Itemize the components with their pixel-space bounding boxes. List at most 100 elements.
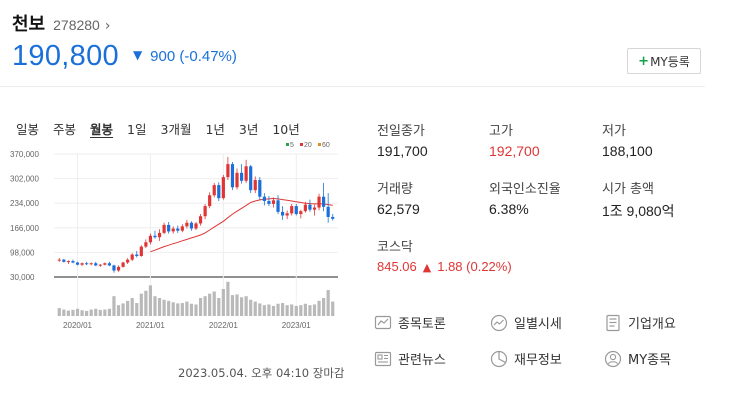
candle — [308, 204, 312, 210]
candle — [249, 166, 253, 191]
link-label: MY종목 — [628, 353, 672, 368]
volume-bar — [317, 300, 321, 316]
volume-bar — [253, 301, 257, 316]
stock-name: 천보 — [12, 14, 46, 35]
candle — [203, 206, 207, 217]
volume-bar — [258, 303, 262, 316]
legend-swatch — [286, 143, 289, 146]
link-discussion[interactable]: 종목토론 — [374, 313, 446, 332]
candle — [326, 206, 330, 217]
volume-bar — [212, 291, 216, 316]
y-tick-label: 302,000 — [10, 175, 39, 184]
document-icon — [606, 314, 620, 331]
candle — [180, 226, 184, 231]
link-label: 종목토론 — [398, 317, 446, 332]
volume-bar — [226, 281, 230, 316]
chart-bubble-icon — [374, 315, 392, 329]
volume-bar — [185, 301, 189, 316]
candle — [262, 196, 266, 202]
newspaper-icon — [374, 351, 392, 366]
tab-daily-candle[interactable]: 일봉 — [16, 122, 40, 137]
volume-bar — [322, 298, 326, 316]
volume-bar — [249, 299, 253, 316]
volume-bar — [203, 296, 207, 316]
candle — [299, 211, 303, 215]
candle — [112, 265, 116, 271]
volume-bar — [230, 295, 235, 316]
stat-value: 1조 9,080억 — [602, 203, 675, 219]
candle — [162, 224, 166, 233]
stat-value: 191,700 — [377, 143, 428, 159]
my-register-label: MY등록 — [650, 54, 690, 69]
stat-prev-close: 전일종가 191,700 — [377, 120, 428, 159]
volume-bar — [103, 309, 107, 316]
candle — [153, 235, 157, 238]
volume-bar — [189, 303, 194, 316]
candle — [94, 263, 98, 266]
chevron-right-icon: › — [104, 18, 111, 34]
kosdaq-change: 1.88 (0.22%) — [437, 259, 512, 274]
volume-bar — [66, 310, 70, 316]
candle — [139, 246, 143, 257]
candle — [194, 223, 198, 229]
down-triangle-icon: ▼ — [132, 48, 143, 62]
volume-bar — [271, 305, 276, 316]
volume-bar — [135, 303, 139, 316]
candle — [189, 222, 194, 229]
y-tick-label: 166,000 — [10, 224, 39, 233]
plus-icon: + — [638, 53, 650, 69]
tab-10year[interactable]: 10년 — [272, 122, 300, 137]
tab-monthly-candle[interactable]: 월봉 — [90, 122, 114, 137]
tab-1day[interactable]: 1일 — [127, 122, 147, 137]
volume-bar — [239, 297, 244, 316]
volume-bar — [116, 305, 121, 316]
tab-3year[interactable]: 3년 — [238, 122, 259, 137]
candle — [89, 263, 93, 265]
candle — [66, 261, 70, 263]
x-tick-label: 2022/01 — [209, 321, 238, 330]
link-financial-info[interactable]: 재무정보 — [490, 349, 562, 368]
stat-value: 62,579 — [377, 201, 420, 217]
candle — [267, 201, 271, 204]
stat-label: 외국인소진율 — [489, 182, 561, 197]
trend-circle-icon — [490, 314, 508, 331]
candle — [57, 259, 61, 261]
stat-kosdaq: 코스닥 845.06 ▲ 1.88 (0.22%) — [377, 236, 512, 274]
period-tabs: 일봉 주봉 월봉 1일 3개월 1년 3년 10년 — [16, 119, 314, 138]
candle — [171, 228, 175, 232]
candle — [185, 222, 189, 227]
my-register-button[interactable]: + MY등록 — [627, 48, 701, 74]
candle — [276, 200, 280, 212]
stat-label: 전일종가 — [377, 124, 425, 139]
stat-value: 192,700 — [489, 143, 540, 159]
market-timestamp: 2023.05.04. 오후 04:10 장마감 — [178, 366, 345, 380]
tab-1year[interactable]: 1년 — [205, 122, 225, 137]
volume-bar — [107, 308, 112, 316]
volume-bar — [57, 308, 61, 316]
legend-label: 20 — [304, 142, 312, 149]
candle — [280, 211, 285, 216]
stat-market-cap: 시가 총액 1조 9,080억 — [602, 178, 674, 221]
link-daily-price[interactable]: 일별시세 — [490, 313, 562, 332]
stat-value: 188,100 — [602, 143, 653, 159]
tab-weekly-candle[interactable]: 주봉 — [53, 122, 77, 137]
y-tick-label: 30,000 — [10, 273, 35, 282]
x-tick-label: 2023/01 — [282, 321, 311, 330]
y-tick-label: 98,000 — [10, 248, 35, 257]
link-company-overview[interactable]: 기업개요 — [604, 313, 676, 332]
stock-chart[interactable]: 370,000 302,000 234,000 166,000 98,000 30,000… — [10, 140, 340, 335]
candle — [208, 195, 212, 207]
stat-volume: 거래량 62,579 — [377, 178, 420, 217]
stock-code-link[interactable]: 278280 › — [53, 17, 110, 34]
volume-bar — [303, 303, 307, 316]
link-label: 재무정보 — [514, 353, 562, 368]
volume-bar — [308, 305, 312, 316]
tab-3month[interactable]: 3개월 — [160, 122, 192, 137]
volume-bar — [71, 309, 75, 316]
price-row: 190,800 ▼ 900 (-0.47%) — [12, 40, 237, 73]
x-tick-label: 2021/01 — [136, 321, 165, 330]
stock-header: 천보 278280 › — [12, 10, 110, 36]
link-related-news[interactable]: 관련뉴스 — [374, 349, 446, 368]
link-my-stocks[interactable]: MY종목 — [604, 349, 671, 368]
stock-code: 278280 — [53, 17, 100, 33]
